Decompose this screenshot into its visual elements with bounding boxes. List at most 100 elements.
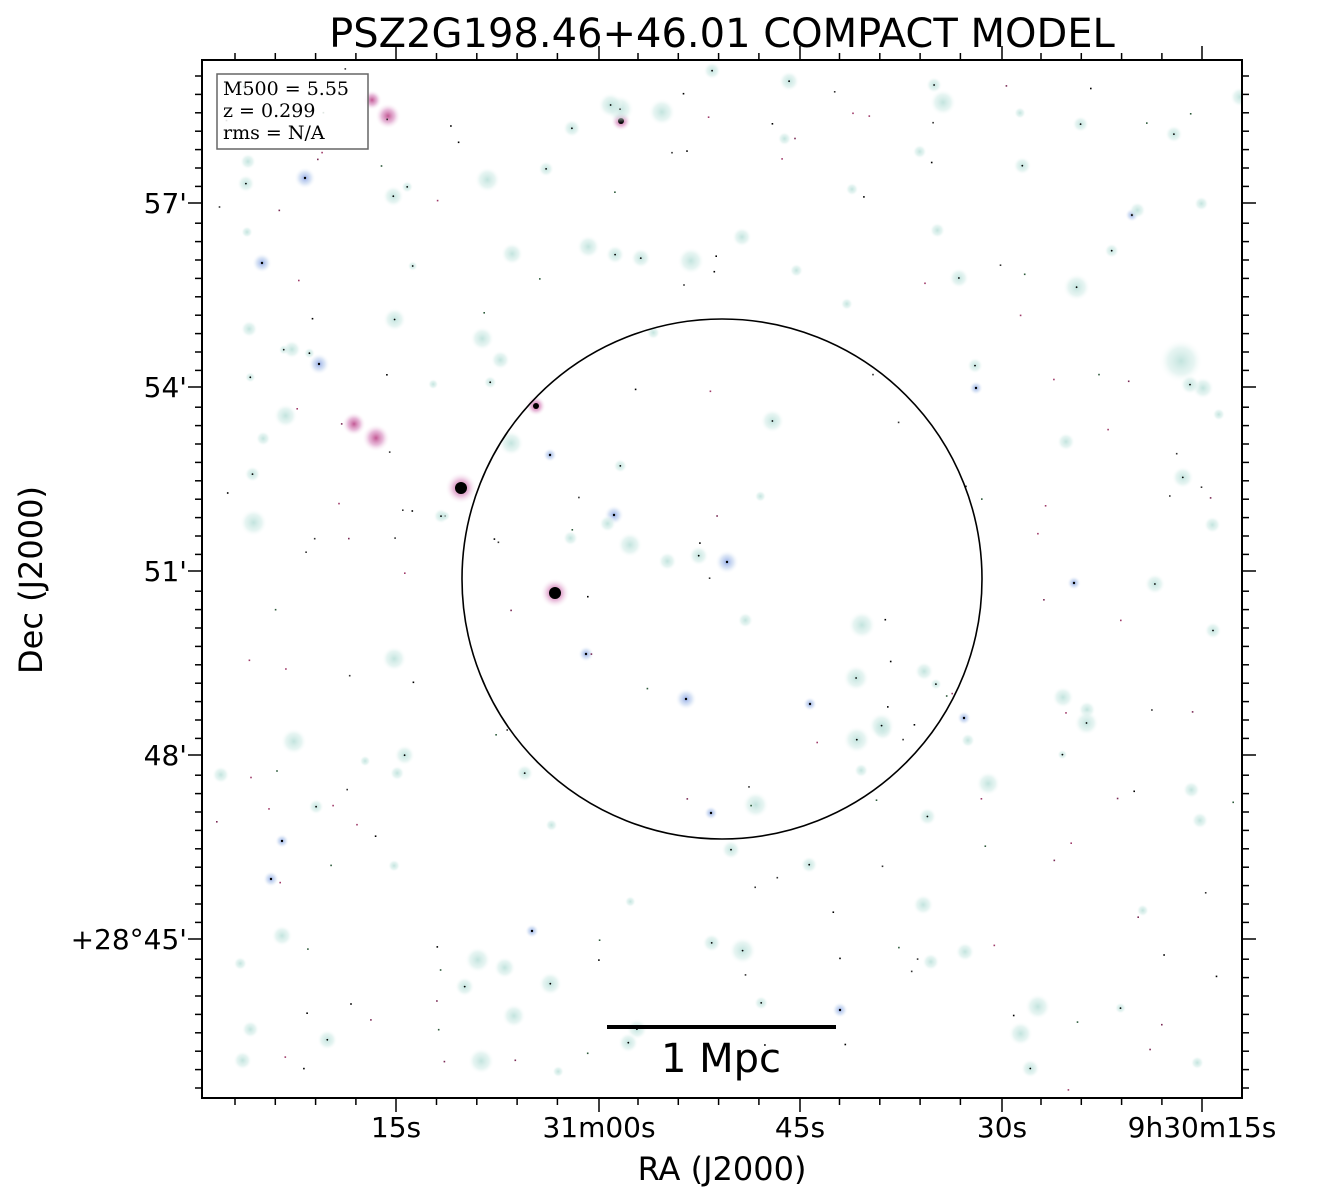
source-core: [1021, 164, 1024, 167]
x-tick-label: 9h30m15s: [1128, 1111, 1277, 1144]
noise-speck: [274, 608, 277, 611]
noise-speck: [1120, 619, 1122, 622]
source-core: [245, 182, 247, 185]
source-halo: [545, 819, 558, 832]
noise-speck: [844, 1043, 847, 1046]
x-tick-labels: 15s 31m00s 45s 30s 9h30m15s: [371, 1111, 1276, 1144]
source-halo: [563, 530, 578, 546]
source-halo: [1159, 339, 1203, 383]
source-core: [838, 1008, 842, 1012]
source-core: [280, 839, 284, 843]
source-core: [1110, 249, 1113, 252]
noise-speck: [1200, 486, 1203, 488]
noise-speck: [887, 706, 889, 708]
noise-speck: [388, 451, 391, 453]
noise-speck: [1175, 452, 1178, 455]
noise-speck: [578, 496, 580, 499]
source-halo: [362, 424, 390, 452]
noise-speck: [1070, 842, 1072, 844]
noise-speck: [708, 577, 711, 579]
noise-speck: [276, 770, 278, 772]
source-core: [440, 515, 442, 517]
x-tick-label: 30s: [977, 1111, 1027, 1144]
noise-speck: [278, 209, 281, 212]
source-core: [639, 257, 642, 259]
source-core: [545, 168, 547, 170]
noise-speck: [715, 255, 717, 257]
noise-speck: [683, 284, 685, 286]
noise-speck: [306, 1012, 308, 1014]
source-core: [251, 473, 254, 475]
x-tick-label: 15s: [371, 1111, 421, 1144]
axis-ticks: [188, 46, 1256, 1112]
source-halo: [1194, 196, 1209, 211]
noise-speck: [313, 537, 316, 540]
source-core: [549, 982, 552, 985]
source-halo: [342, 412, 366, 436]
noise-speck: [671, 151, 673, 154]
noise-speck: [646, 687, 649, 690]
noise-speck: [1044, 505, 1047, 507]
info-redshift: z = 0.299: [223, 100, 315, 122]
source-halo: [912, 144, 927, 159]
source-core: [548, 453, 552, 457]
source-halo: [381, 646, 407, 672]
source-core: [962, 716, 966, 720]
noise-speck: [332, 804, 334, 807]
source-core: [269, 877, 273, 881]
noise-speck: [514, 1059, 517, 1062]
noise-speck: [348, 674, 351, 677]
noise-speck: [1012, 1014, 1015, 1017]
source-halo: [789, 263, 804, 278]
noise-speck: [875, 799, 878, 801]
noise-speck: [832, 911, 835, 913]
source-core: [609, 104, 612, 106]
source-core: [684, 697, 688, 701]
source-halo: [212, 766, 230, 784]
noise-speck: [1043, 599, 1045, 601]
noise-speck: [924, 282, 926, 285]
noise-speck: [216, 821, 218, 823]
noise-speck: [816, 741, 818, 744]
source-core: [303, 176, 307, 180]
noise-speck: [1163, 954, 1165, 956]
noise-speck: [1137, 916, 1139, 918]
noise-speck: [1169, 495, 1171, 497]
x-tick-label: 31m00s: [542, 1111, 655, 1144]
source-halo: [648, 98, 676, 126]
source-core: [584, 652, 588, 656]
noise-speck: [1189, 113, 1192, 115]
source-core: [489, 381, 492, 384]
source-halo: [1024, 993, 1051, 1020]
noise-speck: [774, 1069, 776, 1071]
source-core: [612, 513, 616, 517]
noise-speck: [303, 1067, 305, 1070]
source-core: [926, 815, 929, 818]
source-halo: [1190, 1056, 1204, 1070]
plot-frame: [201, 59, 1243, 1099]
source-core: [1075, 286, 1078, 289]
noise-speck: [910, 970, 913, 973]
source-core: [614, 253, 616, 256]
source-core: [455, 482, 467, 494]
noise-speck: [750, 804, 752, 807]
noise-speck: [682, 92, 685, 95]
noise-speck: [884, 618, 887, 621]
noise-speck: [330, 864, 332, 867]
noise-speck: [250, 776, 252, 779]
source-halo: [658, 551, 677, 571]
noise-speck: [707, 116, 710, 118]
source-core: [530, 929, 534, 933]
source-halo: [1212, 408, 1226, 421]
x-tick-label: 45s: [775, 1111, 825, 1144]
source-halo: [912, 894, 934, 916]
noise-speck: [1053, 859, 1056, 862]
noise-speck: [380, 165, 383, 167]
source-core: [933, 84, 935, 86]
noise-speck: [571, 529, 574, 531]
noise-speck: [965, 485, 967, 488]
source-core: [808, 863, 811, 866]
noise-speck: [307, 948, 309, 950]
noise-speck: [298, 279, 300, 282]
